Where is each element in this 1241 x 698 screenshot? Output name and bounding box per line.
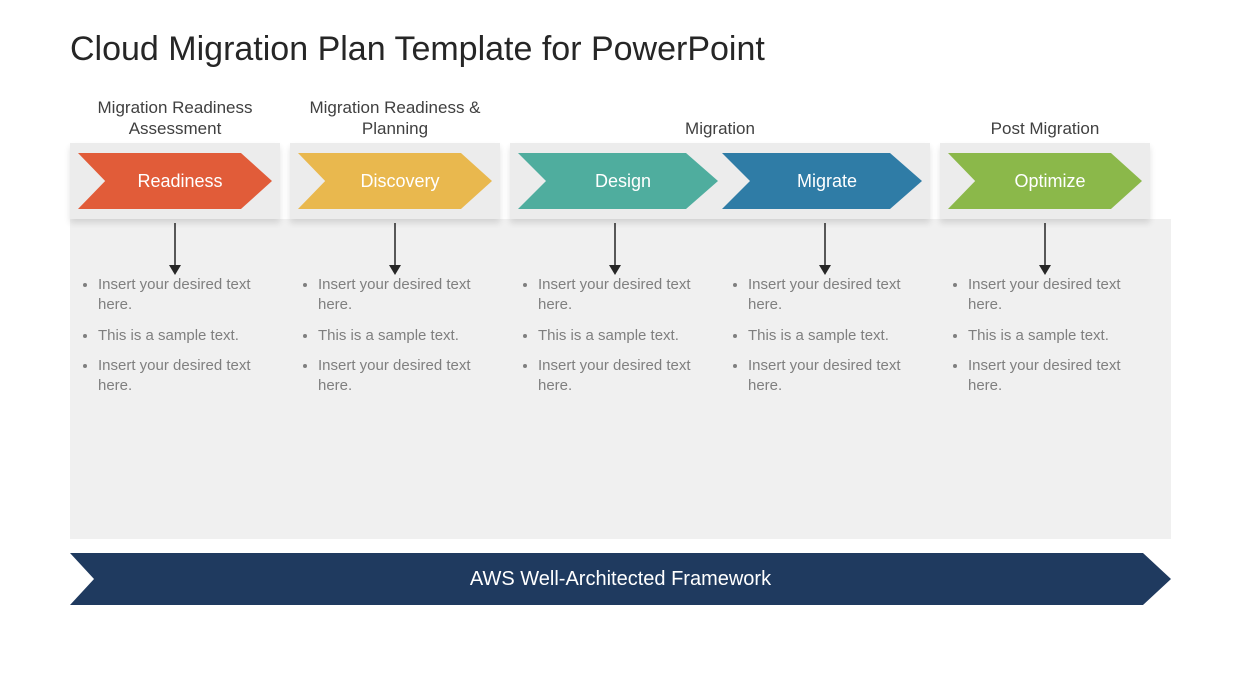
stage-column: Insert your desired text here. This is a … (70, 219, 280, 539)
bullet-item: Insert your desired text here. (748, 275, 920, 316)
bullet-item: This is a sample text. (98, 326, 270, 346)
phase-body-group: Insert your desired text here. This is a … (70, 219, 280, 539)
stage-chevron: Design (518, 153, 718, 209)
phase-body-group: Insert your desired text here. This is a … (510, 219, 930, 539)
arrow-down-icon (510, 219, 720, 275)
slide-title: Cloud Migration Plan Template for PowerP… (70, 30, 1171, 69)
stage-chevron: Migrate (722, 153, 922, 209)
phase-header-row: Migration Readiness Assessment Readiness… (70, 97, 1171, 219)
bullet-item: Insert your desired text here. (318, 356, 490, 397)
chevron-container: Readiness (70, 143, 280, 219)
bullet-item: Insert your desired text here. (538, 356, 710, 397)
phase-group: Migration Readiness Assessment Readiness (70, 97, 280, 219)
arrow-down-icon (720, 219, 930, 275)
bullet-item: This is a sample text. (968, 326, 1140, 346)
stage-chevron: Discovery (298, 153, 492, 209)
chevron-container: Discovery (290, 143, 500, 219)
stage-chevron: Readiness (78, 153, 272, 209)
stage-label: Optimize (1004, 171, 1085, 192)
bullet-item: This is a sample text. (748, 326, 920, 346)
bullet-list: Insert your desired text here. This is a … (940, 275, 1150, 406)
phase-group: Post Migration Optimize (940, 97, 1150, 219)
arrow-down-icon (70, 219, 280, 275)
stage-label: Design (585, 171, 651, 192)
footer-label: AWS Well-Architected Framework (470, 568, 771, 591)
bullet-list: Insert your desired text here. This is a … (720, 275, 930, 406)
phase-group: Migration Design Migrate (510, 97, 930, 219)
stage-column: Insert your desired text here. This is a … (290, 219, 500, 539)
stage-column: Insert your desired text here. This is a … (510, 219, 720, 539)
stage-column: Insert your desired text here. This is a … (720, 219, 930, 539)
phase-body-group: Insert your desired text here. This is a … (940, 219, 1150, 539)
bullet-item: Insert your desired text here. (538, 275, 710, 316)
phase-header-label: Post Migration (940, 97, 1150, 143)
stage-label: Readiness (127, 171, 222, 192)
stage-column: Insert your desired text here. This is a … (940, 219, 1150, 539)
body-area: Insert your desired text here. This is a … (70, 219, 1171, 539)
phase-header-label: Migration Readiness Assessment (70, 97, 280, 143)
bullet-item: Insert your desired text here. (318, 275, 490, 316)
arrow-down-icon (290, 219, 500, 275)
chevron-container: Optimize (940, 143, 1150, 219)
bullet-item: Insert your desired text here. (98, 275, 270, 316)
stage-label: Discovery (350, 171, 439, 192)
bullet-item: This is a sample text. (538, 326, 710, 346)
arrow-down-icon (940, 219, 1150, 275)
bullet-item: Insert your desired text here. (968, 275, 1140, 316)
chevron-container: Design Migrate (510, 143, 930, 219)
bullet-item: This is a sample text. (318, 326, 490, 346)
bullet-list: Insert your desired text here. This is a … (510, 275, 720, 406)
phase-body-group: Insert your desired text here. This is a … (290, 219, 500, 539)
phase-header-label: Migration Readiness & Planning (290, 97, 500, 143)
bullet-item: Insert your desired text here. (98, 356, 270, 397)
phase-header-label: Migration (510, 97, 930, 143)
bullet-item: Insert your desired text here. (748, 356, 920, 397)
phase-group: Migration Readiness & Planning Discovery (290, 97, 500, 219)
footer-ribbon: AWS Well-Architected Framework (70, 553, 1171, 605)
stage-chevron: Optimize (948, 153, 1142, 209)
bullet-list: Insert your desired text here. This is a … (290, 275, 500, 406)
bullet-list: Insert your desired text here. This is a … (70, 275, 280, 406)
stage-label: Migrate (787, 171, 857, 192)
bullet-item: Insert your desired text here. (968, 356, 1140, 397)
